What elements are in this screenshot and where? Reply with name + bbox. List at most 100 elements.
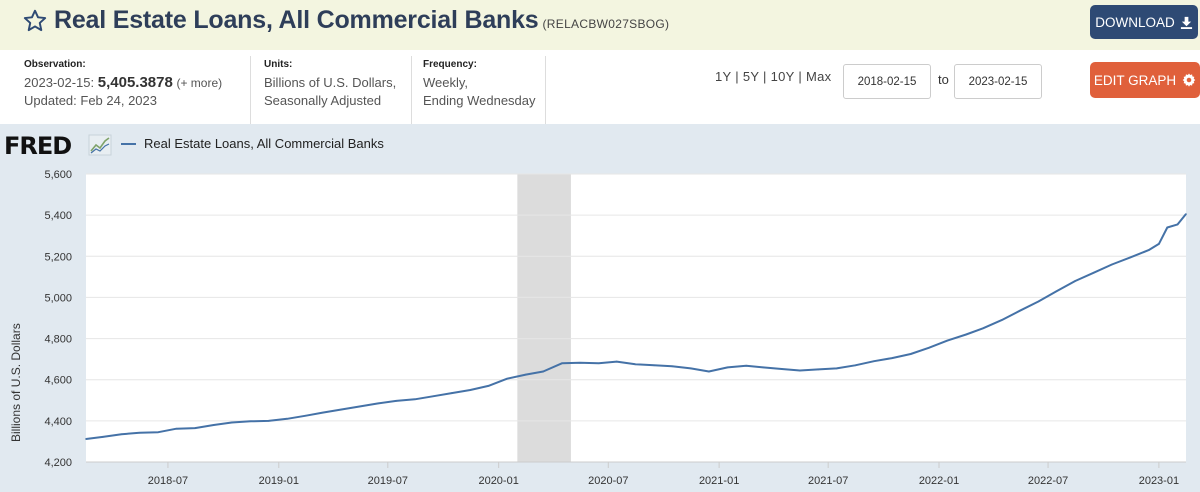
plot-background bbox=[86, 174, 1186, 462]
y-tick-label: 5,400 bbox=[44, 210, 72, 222]
data-point bbox=[212, 424, 215, 426]
series-id: (RELACBW027SBOG) bbox=[542, 17, 670, 31]
chart-legend[interactable]: Real Estate Loans, All Commercial Banks bbox=[121, 136, 384, 151]
data-point bbox=[175, 427, 178, 430]
data-point bbox=[267, 420, 270, 422]
data-point bbox=[561, 362, 563, 365]
range-separator: | bbox=[763, 69, 767, 84]
frequency-line2: Ending Wednesday bbox=[423, 93, 536, 108]
data-point bbox=[1018, 310, 1021, 312]
fred-logo[interactable]: FRED bbox=[4, 132, 72, 160]
y-axis-label: Billions of U.S. Dollars bbox=[9, 323, 23, 442]
data-point bbox=[1055, 290, 1058, 293]
data-point bbox=[1129, 256, 1132, 259]
data-point bbox=[615, 360, 618, 363]
series-layer bbox=[85, 213, 1187, 440]
data-point bbox=[469, 389, 472, 391]
data-point bbox=[1074, 280, 1076, 282]
observation-block: Observation: 2023-02-15: 5,405.3878 (+ m… bbox=[24, 58, 222, 110]
legend-label: Real Estate Loans, All Commercial Banks bbox=[144, 136, 384, 151]
data-point bbox=[1111, 263, 1113, 266]
range-separator: | bbox=[798, 69, 803, 84]
data-point bbox=[120, 433, 123, 436]
x-tick-label: 2020-01 bbox=[478, 475, 518, 487]
updated-date: Updated: Feb 24, 2023 bbox=[24, 93, 157, 108]
data-point bbox=[745, 364, 748, 367]
end-date-input[interactable]: 2023-02-15 bbox=[954, 64, 1042, 99]
download-label: DOWNLOAD bbox=[1095, 14, 1175, 30]
x-tick-label: 2022-01 bbox=[919, 475, 959, 487]
y-axis: 4,200 4,400 4,600 4,800 5,000 5,200 5,400 5,600 bbox=[44, 169, 72, 469]
data-point bbox=[487, 385, 490, 387]
y-tick-label: 4,400 bbox=[44, 416, 72, 428]
data-point bbox=[927, 347, 930, 349]
data-point bbox=[653, 364, 655, 367]
data-point bbox=[450, 392, 453, 394]
x-tick-label: 2021-07 bbox=[808, 475, 848, 487]
gear-icon bbox=[1182, 73, 1196, 87]
edit-graph-label: EDIT GRAPH bbox=[1093, 72, 1177, 88]
data-point bbox=[1166, 226, 1169, 229]
more-link[interactable]: (+ more) bbox=[176, 76, 223, 90]
data-point bbox=[506, 377, 508, 380]
data-point bbox=[817, 368, 820, 371]
edit-graph-button[interactable]: EDIT GRAPH bbox=[1090, 62, 1200, 98]
data-point bbox=[321, 411, 324, 414]
units-block: Units: Billions of U.S. Dollars, Seasona… bbox=[264, 58, 396, 110]
units-label: Units: bbox=[264, 59, 293, 70]
range-1y[interactable]: 1Y bbox=[715, 69, 732, 84]
data-point bbox=[414, 398, 416, 401]
star-icon[interactable] bbox=[22, 8, 48, 34]
data-point bbox=[1093, 271, 1095, 274]
page-title: Real Estate Loans, All Commercial Banks(… bbox=[54, 6, 669, 35]
y-tick-label: 5,600 bbox=[44, 169, 72, 181]
divider bbox=[411, 56, 412, 124]
x-axis: 2018-07 2019-01 2019-07 2020-01 2020-07 2021-… bbox=[86, 461, 1186, 487]
to-label: to bbox=[938, 72, 949, 87]
x-tick-label: 2022-07 bbox=[1028, 475, 1068, 487]
data-point bbox=[946, 339, 949, 342]
download-button[interactable]: DOWNLOAD bbox=[1090, 5, 1198, 39]
start-date-input[interactable]: 2018-02-15 bbox=[843, 64, 931, 99]
range-5y[interactable]: 5Y bbox=[742, 69, 760, 84]
data-point bbox=[1000, 319, 1003, 321]
range-10y[interactable]: 10Y bbox=[770, 69, 795, 84]
x-tick-label: 2021-01 bbox=[699, 475, 739, 487]
data-point bbox=[432, 395, 435, 397]
data-point bbox=[690, 367, 692, 370]
data-point bbox=[194, 427, 196, 429]
download-icon bbox=[1180, 16, 1192, 29]
data-point bbox=[524, 373, 527, 376]
data-point bbox=[340, 408, 343, 411]
series-title: Real Estate Loans, All Commercial Banks bbox=[54, 6, 539, 34]
data-point bbox=[157, 431, 160, 433]
y-tick-label: 5,200 bbox=[44, 251, 72, 263]
divider bbox=[250, 56, 251, 124]
line-chart[interactable]: 4,200 4,400 4,600 4,800 5,000 5,200 5,400 5,600… bbox=[0, 124, 1200, 492]
recession-layer bbox=[517, 174, 571, 462]
data-point bbox=[873, 360, 875, 362]
observation-value: 5,405.3878 bbox=[97, 74, 173, 91]
data-point bbox=[909, 353, 912, 355]
y-tick-label: 4,800 bbox=[44, 334, 72, 346]
x-tick-label: 2023-01 bbox=[1139, 475, 1179, 487]
y-tick-label: 5,000 bbox=[44, 292, 72, 304]
range-max[interactable]: Max bbox=[805, 69, 832, 84]
series-info: Observation: 2023-02-15: 5,405.3878 (+ m… bbox=[0, 50, 1200, 124]
data-point bbox=[1147, 249, 1150, 251]
units-line2: Seasonally Adjusted bbox=[264, 93, 382, 108]
y-tick-label: 4,200 bbox=[44, 457, 72, 469]
data-point bbox=[305, 414, 307, 417]
data-point bbox=[286, 418, 289, 420]
data-point bbox=[671, 365, 673, 368]
y-tick-label: 4,600 bbox=[44, 375, 72, 387]
data-point bbox=[377, 402, 379, 405]
range-separator: | bbox=[735, 69, 739, 84]
data-point bbox=[230, 421, 233, 424]
range-selector: 1Y | 5Y | 10Y | Max bbox=[715, 69, 831, 84]
data-point bbox=[542, 370, 545, 373]
data-point bbox=[85, 438, 87, 440]
frequency-line1: Weekly, bbox=[423, 75, 469, 90]
data-point bbox=[891, 357, 893, 359]
frequency-block: Frequency: Weekly, Ending Wednesday bbox=[423, 58, 536, 110]
